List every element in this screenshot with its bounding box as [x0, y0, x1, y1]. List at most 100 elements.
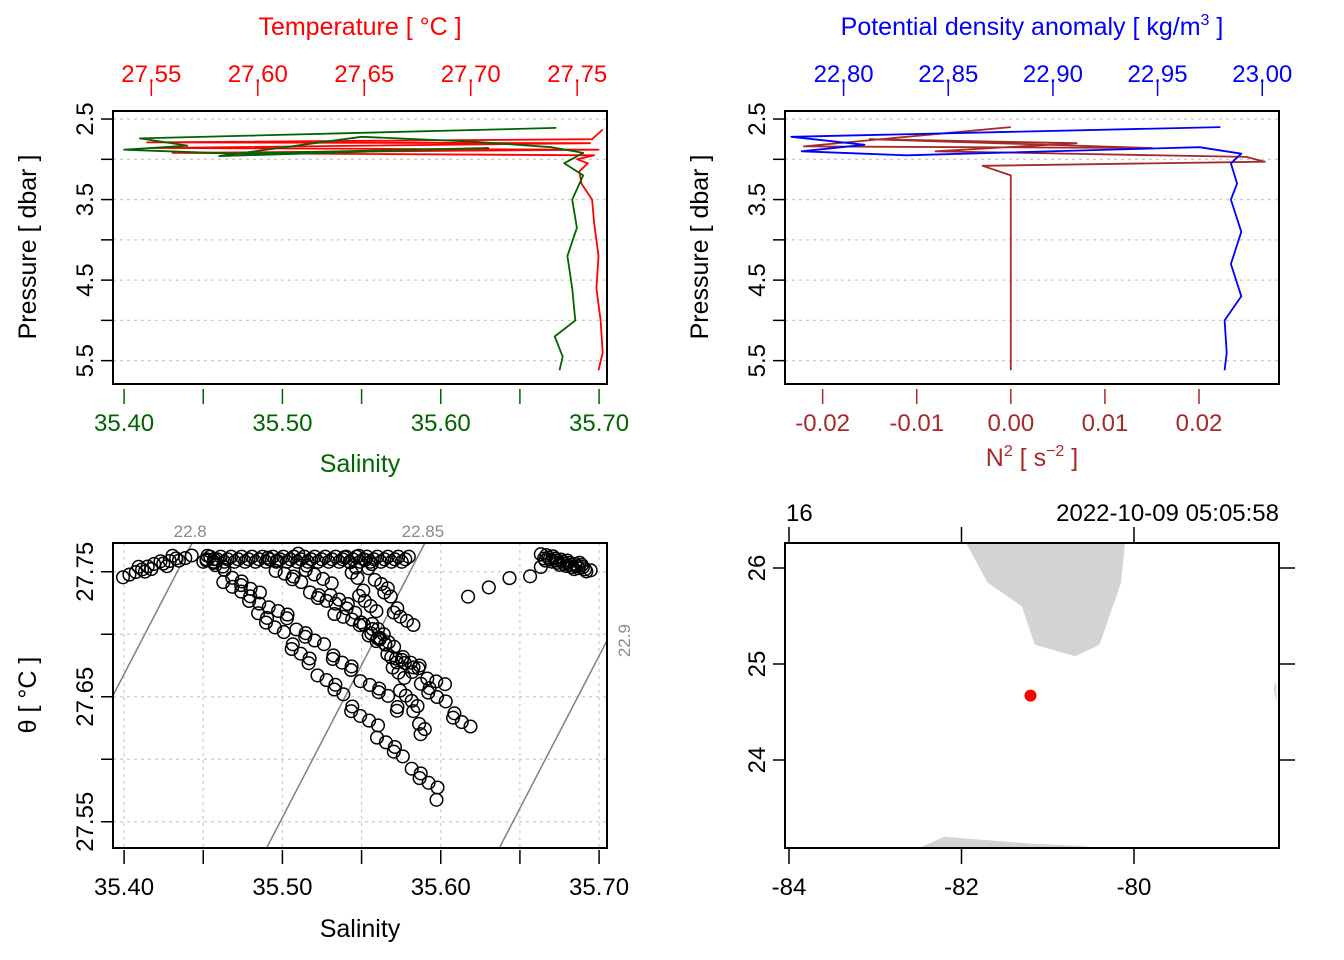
ts-point: [327, 606, 342, 622]
ts-point: [234, 578, 249, 593]
ts-point: [220, 552, 235, 567]
ts-point: [332, 554, 347, 569]
ts-point: [564, 560, 579, 575]
ts-point: [373, 554, 388, 569]
p3-y-axis-title: θ [ °C ]: [14, 657, 42, 734]
p3-x-axis-title: Salinity: [320, 915, 401, 943]
ts-point: [366, 552, 381, 567]
ts-point: [412, 771, 427, 786]
ts-point: [481, 580, 496, 595]
p2-y-axis-title: Pressure [ dbar ]: [686, 155, 714, 340]
top-tick-label: 27.65: [334, 61, 394, 88]
ts-point: [140, 559, 155, 574]
ts-point: [417, 722, 432, 737]
ts-point: [225, 570, 240, 585]
p4-station: [1024, 689, 1037, 702]
ts-point: [356, 552, 371, 567]
ts-point: [362, 677, 377, 692]
ts-point: [377, 552, 392, 567]
ts-point: [325, 651, 340, 667]
x-tick-label: 35.40: [94, 874, 154, 901]
ts-point: [394, 554, 409, 569]
ts-point: [401, 549, 416, 564]
p1-series: [123, 127, 604, 371]
ts-point: [387, 552, 402, 567]
ts-point: [115, 570, 131, 585]
ts-point: [332, 592, 347, 607]
lon-tick-label: -80: [1117, 874, 1152, 901]
ts-point: [310, 668, 325, 683]
ts-point: [502, 571, 517, 586]
y-tick-label: 3.5: [744, 183, 771, 216]
ts-point: [397, 670, 412, 685]
ts-point: [231, 552, 246, 567]
ts-point: [383, 589, 398, 604]
bottom-tick-label: 35.70: [569, 410, 629, 437]
p2-frame: [784, 110, 1280, 385]
p1-top-axis-title: Temperature [ °C ]: [258, 13, 461, 41]
land-polygon: [1273, 681, 1277, 703]
y-tick-label: 5.5: [72, 344, 99, 377]
ts-point: [259, 610, 275, 625]
p2-bottom-axis-title: N2 [ s−2 ]: [986, 443, 1078, 472]
ts-point: [298, 629, 313, 644]
lat-tick-label: 26: [744, 555, 771, 582]
p1-left-axis: 2.5 3.5 4.5 5.5: [72, 102, 113, 377]
ts-point: [289, 622, 304, 637]
isopycnal-label: 22.9: [615, 624, 634, 657]
isopycnal-line-22.95: [732, 543, 890, 848]
ts-point: [437, 677, 453, 692]
ts-point: [293, 646, 308, 661]
p4-bottom-axis: -84 -82 -80: [772, 848, 1152, 901]
temperature-line: [146, 128, 604, 371]
p2-top-axis-title-close: ]: [1209, 13, 1223, 41]
ts-point: [327, 682, 342, 697]
ts-point: [171, 553, 186, 568]
ts-point: [369, 730, 385, 745]
ts-point: [446, 710, 461, 725]
bottom-tick-label: 0.00: [987, 410, 1034, 437]
ts-point: [378, 735, 393, 750]
ts-point: [386, 744, 401, 759]
ts-point: [454, 715, 469, 730]
p1-frame: [112, 110, 608, 385]
ts-point: [438, 694, 453, 709]
ts-point: [381, 688, 396, 703]
ts-point: [344, 704, 359, 719]
p2-bottom-title-sup2: −2: [1046, 443, 1064, 460]
top-tick-label: 22.80: [814, 61, 874, 88]
ts-point: [404, 761, 419, 776]
isopycnal-line-22.85: [265, 543, 426, 848]
ts-point: [348, 605, 363, 620]
bottom-tick-label: 0.02: [1176, 410, 1223, 437]
ts-point: [294, 575, 309, 590]
ts-point: [397, 655, 412, 671]
ts-point: [248, 554, 263, 569]
y-tick-label: 4.5: [72, 263, 99, 296]
ts-point: [314, 552, 329, 567]
ts-point: [210, 552, 225, 567]
ts-point: [378, 637, 393, 652]
ts-point: [395, 749, 410, 764]
p4-land: [922, 543, 1277, 848]
x-tick-label: 35.60: [411, 874, 471, 901]
ts-point: [319, 673, 334, 688]
ts-point: [398, 552, 413, 567]
p2-bottom-axis: -0.02 -0.01 0.00 0.01 0.02: [795, 389, 1222, 437]
station-marker: [1024, 689, 1037, 702]
ts-point: [371, 685, 386, 700]
ts-point: [307, 633, 322, 648]
x-tick-label: 35.50: [252, 874, 312, 901]
ts-point: [380, 581, 395, 596]
p1-y-axis-title: Pressure [ dbar ]: [14, 155, 42, 340]
y-tick-label: 5.5: [744, 344, 771, 377]
ts-point: [156, 556, 171, 571]
ts-point: [269, 554, 284, 569]
ts-point: [406, 704, 421, 719]
p4-top-right-label: 2022-10-09 05:05:58: [1056, 500, 1279, 527]
ts-point: [523, 569, 538, 584]
ts-point: [272, 552, 287, 567]
ts-point: [285, 572, 300, 587]
